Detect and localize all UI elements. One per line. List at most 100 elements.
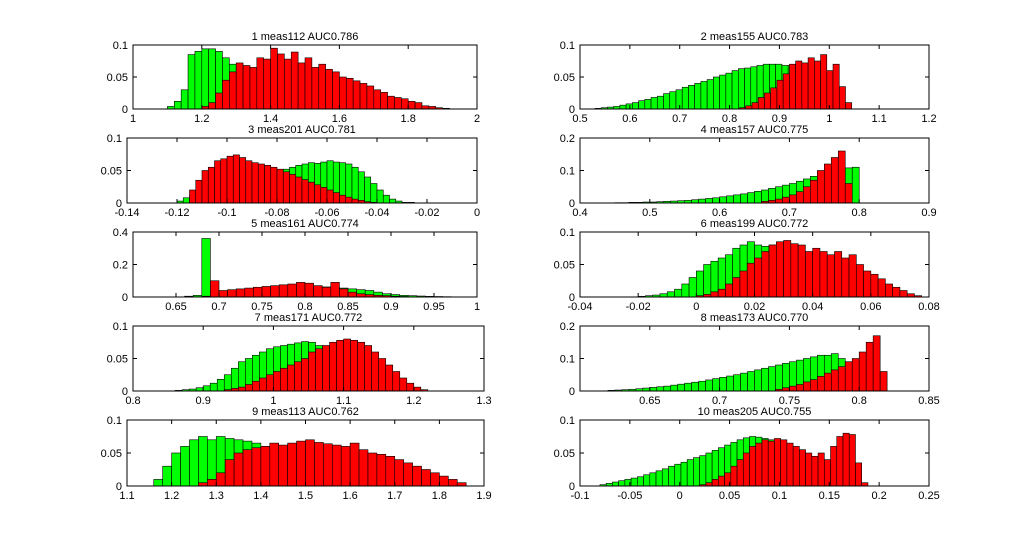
bar: [739, 270, 748, 298]
bar: [783, 240, 792, 298]
bar: [801, 62, 809, 110]
bar: [711, 479, 719, 487]
bar: [749, 446, 757, 487]
bar: [407, 101, 416, 110]
bar: [726, 375, 734, 392]
bar: [301, 179, 309, 204]
x-tick-label: 1.2: [406, 395, 421, 407]
bar: [761, 189, 769, 204]
bar: [289, 174, 297, 204]
bar: [792, 446, 800, 487]
bar: [412, 465, 422, 487]
x-tick-label: 0.7: [211, 301, 226, 313]
bar: [725, 283, 733, 298]
x-tick-label: 0.8: [297, 301, 312, 313]
bar: [796, 384, 804, 392]
x-tick-label: 0.4: [572, 207, 587, 219]
bar: [403, 462, 413, 487]
y-tick-label: 0.05: [554, 448, 575, 460]
series-red: [189, 154, 378, 204]
bar: [339, 194, 347, 204]
x-tick-label: 0.5: [572, 113, 587, 125]
bar: [242, 449, 253, 487]
x-tick-label: 0.75: [779, 395, 800, 407]
bar: [712, 197, 720, 204]
y-tick-label: 0.1: [560, 354, 575, 366]
bar: [315, 348, 323, 392]
y-tick-label: 0.05: [107, 72, 128, 84]
bar: [786, 442, 794, 487]
x-tick-label: 0.65: [165, 301, 186, 313]
bar: [705, 379, 713, 392]
bar: [349, 442, 360, 487]
bar: [713, 76, 720, 110]
bar: [201, 48, 209, 110]
bar: [625, 103, 633, 110]
x-tick-label: 0.9: [196, 395, 211, 407]
x-tick-label: 1.4: [263, 113, 278, 125]
x-tick-label: 0.85: [918, 395, 939, 407]
bar: [331, 444, 342, 487]
y-tick-label: 0: [116, 481, 122, 493]
bar: [207, 166, 215, 204]
bar: [296, 282, 306, 298]
bar: [263, 58, 271, 110]
bar: [698, 380, 706, 392]
subplot-title: 1 meas112 AUC0.786: [252, 31, 359, 43]
bar: [691, 381, 699, 392]
bar: [208, 48, 216, 110]
bar: [851, 358, 860, 392]
x-tick-label: -0.08: [264, 207, 289, 219]
bar: [736, 459, 744, 487]
x-tick-label: 0.7: [782, 207, 797, 219]
bar: [870, 273, 879, 298]
bar: [256, 57, 265, 110]
x-tick-label: 0.04: [802, 301, 823, 313]
series-red: [699, 432, 869, 487]
x-tick-label: 0.65: [639, 395, 660, 407]
bar: [643, 474, 651, 487]
bar: [706, 79, 714, 110]
y-tick-label: 0: [569, 198, 575, 210]
bar: [413, 386, 422, 392]
bar: [726, 195, 734, 204]
bar: [345, 77, 354, 110]
x-tick-label: 1.8: [432, 490, 447, 502]
bar: [789, 194, 797, 204]
series-red: [775, 335, 888, 392]
bar: [207, 439, 217, 487]
bar: [782, 196, 790, 204]
bar: [313, 285, 323, 298]
bar: [394, 97, 402, 110]
bar: [803, 381, 811, 392]
y-tick-label: 0: [569, 481, 575, 493]
series-red: [201, 47, 450, 110]
series-red: [761, 150, 853, 204]
bar: [817, 376, 825, 392]
bar: [684, 382, 692, 392]
bar: [851, 166, 860, 204]
bar: [305, 439, 315, 487]
x-tick-label: 1.6: [332, 113, 347, 125]
bar: [675, 89, 683, 110]
bar: [222, 79, 230, 110]
bar: [290, 51, 299, 110]
x-tick-label: 1.2: [164, 490, 179, 502]
x-tick-label: 0.25: [918, 490, 939, 502]
bar: [214, 160, 222, 204]
bar: [201, 170, 209, 204]
bar: [790, 243, 799, 298]
bar: [287, 442, 297, 487]
x-tick-label: 0.75: [251, 301, 272, 313]
y-tick-label: 0.1: [560, 40, 575, 52]
subplot-title: 7 meas171 AUC0.772: [255, 312, 363, 324]
bar: [656, 386, 665, 392]
subplot-title: 5 meas161 AUC0.774: [251, 218, 359, 230]
bar: [717, 288, 726, 298]
series-red: [696, 240, 923, 298]
bar: [844, 183, 853, 204]
bar: [270, 166, 278, 204]
bar: [194, 51, 203, 110]
bar: [774, 438, 781, 487]
bar: [719, 377, 727, 392]
